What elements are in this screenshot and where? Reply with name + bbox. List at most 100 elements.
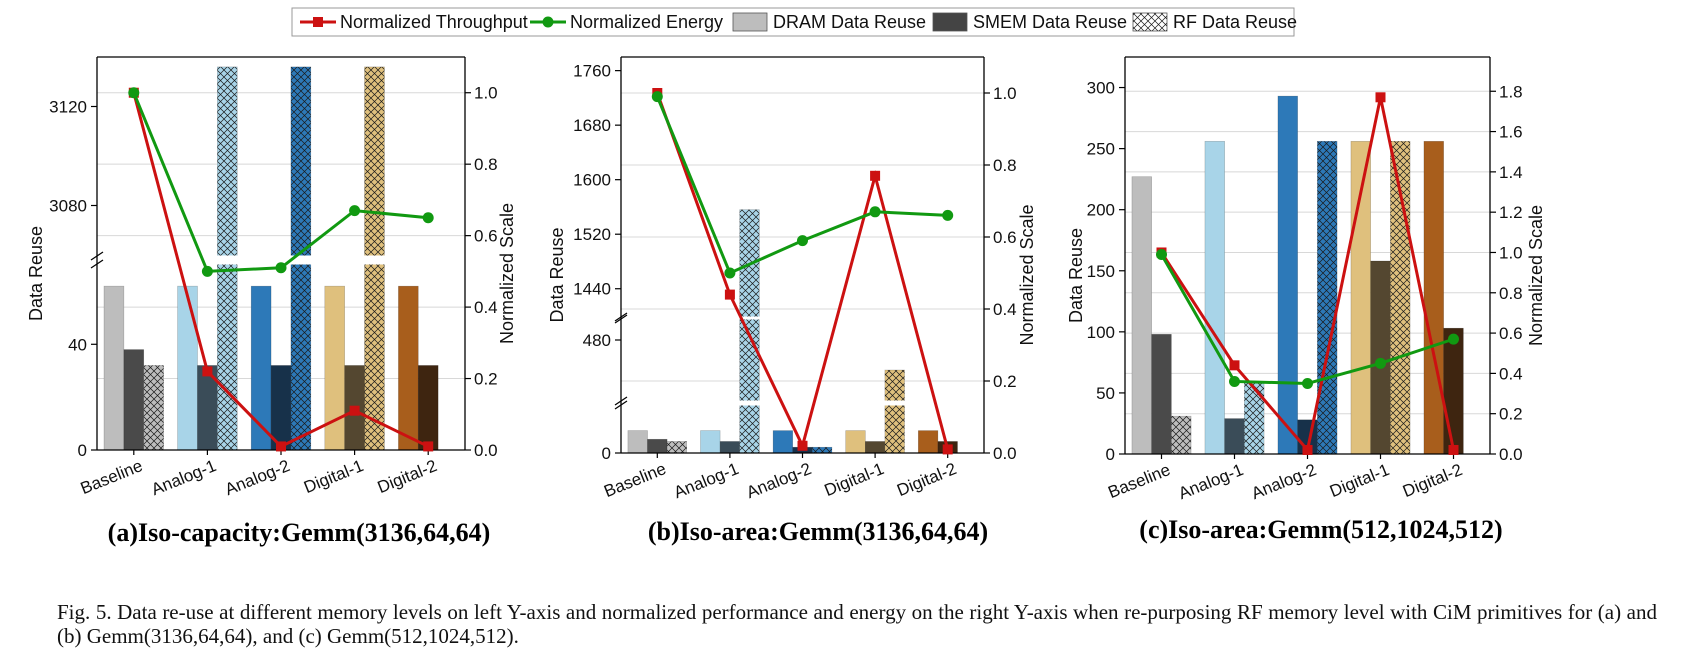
right-tick-label: 1.8 (1499, 82, 1523, 101)
point-throughput-digital-2 (423, 441, 434, 452)
bar-analog-1-dram (700, 430, 721, 454)
bar-baseline-dram (627, 430, 648, 454)
right-tick-label: 1.0 (1499, 243, 1523, 262)
legend-label: SMEM Data Reuse (973, 12, 1127, 32)
bar-digital-1-smem (1370, 260, 1391, 455)
bar-baseline-smem-fill (647, 438, 668, 454)
x-tick-label-analog-1: Analog-1 (671, 459, 741, 502)
chart-panel-c: 0 50 100 150 200 250 300 0.0 0.2 0.4 0.6 0.8 1.0 1.2 1… (1066, 56, 1546, 544)
bar-digital-1-smem (864, 441, 886, 454)
bar-baseline-dram-fill (627, 430, 648, 454)
left-tick-label: 300 (1087, 79, 1115, 98)
figure: Normalized Throughput Normalized Energy DR… (26, 7, 1546, 547)
left-tick-label: 1520 (573, 225, 611, 244)
bar-digital-1-dram-fill (845, 430, 866, 454)
bar-analog-2-dram-fill (1277, 95, 1298, 455)
legend: Normalized Throughput Normalized Energy DR… (291, 7, 1297, 37)
series-energy (1156, 248, 1459, 389)
x-tick-label-analog-1: Analog-1 (149, 456, 219, 499)
y2-axis-label: Normalized Scale (1526, 205, 1546, 346)
point-throughput-digital-1 (1375, 92, 1386, 103)
point-throughput-digital-2 (1448, 444, 1459, 455)
point-energy-digital-2 (1448, 333, 1459, 345)
bar-baseline-rf (666, 441, 688, 454)
left-tick-label: 480 (583, 331, 611, 350)
right-tick-label: 0.4 (474, 298, 498, 317)
bar-digital-1-dram (324, 285, 345, 451)
right-tick-label: 0.8 (474, 155, 498, 174)
series-energy (651, 91, 954, 279)
bar-analog-1-dram-fill (700, 430, 721, 454)
bar-digital-2-smem-fill (1443, 327, 1464, 455)
left-tick-label: 0 (78, 441, 87, 460)
left-tick-label: 1440 (573, 280, 611, 299)
legend-label: Normalized Throughput (340, 12, 528, 32)
point-energy-digital-2 (942, 209, 954, 221)
bar-baseline-rf (1171, 415, 1192, 455)
bar-analog-2-rf-hatch (812, 447, 832, 453)
x-tick-label-analog-2: Analog-2 (222, 456, 292, 499)
x-tick-label-baseline: Baseline (601, 459, 669, 501)
bar-baseline-dram-fill (1131, 176, 1152, 455)
bar-digital-2-dram (1423, 140, 1444, 455)
bar-analog-1-rf-hatch (739, 209, 760, 453)
legend-item-dram-data-reuse: DRAM Data Reuse (732, 12, 926, 32)
point-energy-digital-2 (422, 212, 434, 224)
bar-digital-1-dram (845, 430, 866, 454)
left-tick-label: 1600 (573, 171, 611, 190)
bar-analog-2-rf (812, 446, 833, 454)
bar-baseline-smem-fill (123, 349, 145, 451)
bar-baseline-dram-fill (103, 285, 125, 451)
legend-item-normalized-energy: Normalized Energy (530, 12, 723, 32)
bar-analog-1-rf (739, 209, 760, 454)
left-tick-label: 3120 (49, 98, 87, 117)
y-axis-label: Data Reuse (547, 227, 567, 322)
y2-axis-label: Normalized Scale (497, 203, 517, 344)
legend-bar-swatch (732, 12, 768, 32)
left-tick-label: 100 (1087, 323, 1115, 342)
bar-digital-1-dram-fill (324, 285, 345, 451)
point-energy-analog-1 (1229, 375, 1240, 387)
bar-digital-2-dram-fill (917, 430, 939, 454)
point-energy-digital-1 (869, 206, 881, 218)
bar-analog-2-dram (1277, 95, 1298, 455)
chart-panel-b: 0 480 1440 1520 1600 1680 1760 0.0 0.2 0.4 0.6 0.8 1… (547, 56, 1037, 546)
legend-hatch-overlay (1133, 13, 1167, 31)
point-throughput-analog-2 (1302, 444, 1313, 455)
point-throughput-analog-2 (276, 441, 286, 452)
bar-digital-2-dram-fill (1423, 140, 1444, 455)
left-tick-label: 50 (1096, 384, 1115, 403)
bar-baseline-dram (1131, 176, 1152, 455)
x-tick-label-digital-1: Digital-1 (822, 459, 887, 500)
right-tick-label: 0.8 (993, 156, 1017, 175)
x-tick-label-digital-2: Digital-2 (894, 459, 959, 500)
bar-digital-2-smem (417, 365, 439, 451)
legend-circle-marker (542, 16, 554, 28)
left-tick-label: 0 (1106, 445, 1115, 464)
right-tick-label: 0.0 (1499, 445, 1523, 464)
point-energy-baseline (1156, 248, 1167, 260)
y-axis-label: Data Reuse (26, 226, 46, 321)
bar-baseline-rf-hatch (1171, 416, 1192, 454)
bar-analog-2-rf (1317, 140, 1338, 455)
bar-analog-1-smem-fill (719, 441, 741, 454)
point-energy-analog-2 (275, 262, 287, 274)
right-tick-label: 0.8 (1499, 284, 1523, 303)
right-tick-label: 1.2 (1499, 203, 1523, 222)
right-tick-label: 0.4 (1499, 364, 1523, 383)
bar-digital-2-smem (1443, 327, 1464, 455)
bar-digital-2-dram (398, 285, 419, 451)
x-tick-label-digital-1: Digital-1 (301, 456, 366, 497)
point-throughput-analog-1 (724, 289, 735, 300)
right-tick-label: 1.0 (993, 84, 1017, 103)
panel-title: (a)Iso-capacity:Gemm(3136,64,64) (108, 518, 491, 547)
right-tick-label: 0.0 (993, 444, 1017, 463)
left-tick-label: 0 (602, 444, 611, 463)
bar-analog-1-rf-hatch (1244, 381, 1265, 454)
point-energy-baseline (651, 91, 663, 103)
left-tick-label: 1680 (573, 116, 611, 135)
right-tick-label: 0.0 (474, 441, 498, 460)
right-tick-label: 0.6 (993, 228, 1017, 247)
right-tick-label: 0.6 (1499, 324, 1523, 343)
